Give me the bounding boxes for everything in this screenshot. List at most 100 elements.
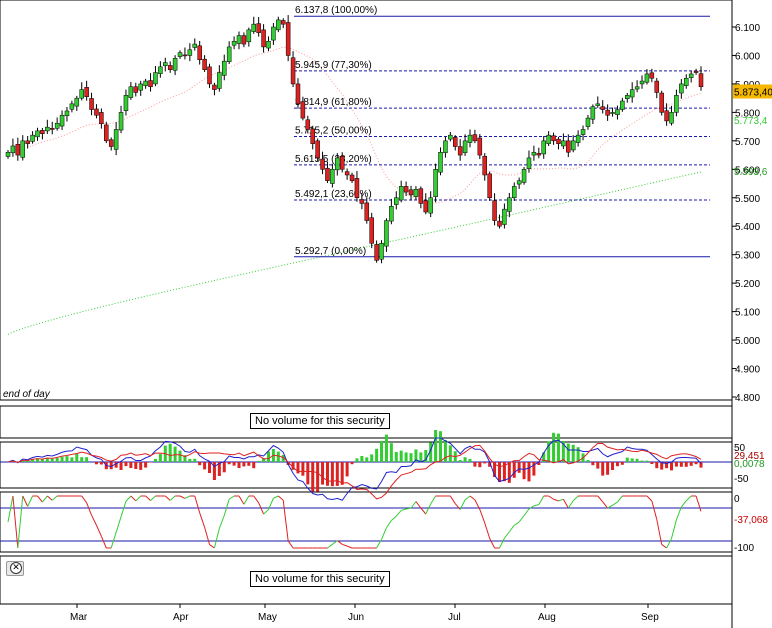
candle-body [600, 106, 605, 110]
macd-histogram-bar [586, 460, 590, 462]
candle-body [148, 80, 153, 88]
osc-line-segment [169, 495, 176, 501]
osc-line-segment [342, 543, 348, 547]
osc-line-segment [489, 538, 496, 549]
macd-histogram-bar [571, 444, 575, 462]
candle-body [654, 80, 660, 93]
candle-body [45, 126, 50, 132]
macd-histogram-bar [468, 459, 472, 462]
osc-line-segment [518, 515, 525, 523]
macd-histogram-bar [50, 458, 54, 462]
osc-line-segment [410, 501, 417, 509]
osc-line-segment [406, 507, 412, 510]
candle-body [585, 117, 591, 127]
osc-line-segment [91, 514, 97, 526]
osc-line-segment [612, 501, 618, 506]
osc-line-segment [27, 495, 34, 507]
macd-histogram-bar [606, 462, 610, 475]
macd-histogram-bar [443, 440, 447, 462]
candle-body [408, 189, 414, 196]
macd-histogram-bar [591, 462, 595, 466]
candle-body [222, 60, 227, 76]
candle-body [698, 73, 704, 88]
osc-line-segment [282, 500, 289, 541]
osc-line-segment [223, 499, 230, 516]
candle-body [143, 80, 148, 86]
macd-histogram-bar [149, 462, 153, 463]
osc-line-segment [150, 495, 156, 501]
macd-histogram-bar [552, 432, 556, 462]
candle-body [153, 72, 158, 85]
x-tick-label: May [258, 612, 277, 623]
osc-line-segment [401, 508, 407, 511]
macd-histogram-bar [208, 462, 212, 473]
candle-body [443, 140, 448, 154]
candle-body [384, 220, 389, 247]
osc-line-segment [218, 515, 225, 529]
candle-body [79, 89, 84, 99]
macd-histogram-bar [389, 443, 393, 462]
x-tick-label: Apr [173, 612, 189, 623]
candle-body [467, 134, 473, 143]
osc-line-segment [86, 502, 93, 516]
candle-body [113, 129, 119, 150]
macd-histogram-bar [507, 462, 511, 483]
osc-line-segment [597, 495, 604, 503]
macd-histogram-bar [266, 451, 270, 462]
macd-histogram-bar [94, 462, 98, 465]
macd-histogram-bar [399, 450, 403, 462]
close-circle-icon: ✕ [10, 562, 22, 574]
osc-line-segment [479, 509, 486, 524]
macd-histogram-bar [660, 462, 664, 470]
x-tick-label: Jun [348, 612, 364, 623]
candle-body [231, 40, 237, 46]
osc-line-segment [209, 544, 215, 549]
candle-body [84, 87, 89, 97]
candle-body [669, 112, 674, 124]
macd-histogram-bar [335, 462, 339, 486]
candle-body [197, 45, 202, 60]
osc-line-segment [474, 499, 481, 510]
osc-line-segment [671, 519, 677, 539]
osc-line-segment [558, 498, 564, 502]
macd-histogram-bar [325, 462, 329, 486]
candle-body [477, 137, 483, 156]
osc-line-segment [376, 539, 382, 549]
candle-body [212, 84, 217, 90]
last-price-badge [733, 84, 772, 99]
osc-line-segment [100, 536, 107, 549]
candle-body [693, 70, 699, 73]
candle-body [177, 52, 183, 57]
osc-line-segment [513, 521, 520, 526]
osc-line-segment [572, 495, 579, 502]
candle-body [516, 180, 522, 185]
macd-histogram-bar [80, 457, 84, 462]
macd-histogram-bar [537, 462, 541, 465]
candle-body [335, 157, 340, 171]
oscillator-panel-frame [0, 491, 733, 553]
candle-body [271, 26, 276, 41]
osc-tick-label: 0 [734, 494, 740, 505]
candle-body [315, 140, 320, 159]
candle-body [349, 174, 355, 181]
osc-line-segment [263, 509, 269, 515]
osc-line-segment [258, 502, 265, 515]
macd-histogram-bar [365, 457, 369, 462]
osc-line-segment [695, 495, 702, 512]
macd-histogram-bar [448, 445, 452, 462]
candle-body [266, 40, 271, 49]
osc-line-segment [238, 495, 245, 505]
candle-body [556, 138, 561, 144]
y-tick-label: 5.200 [735, 279, 760, 290]
macd-histogram-bar [247, 462, 251, 466]
close-panel-button[interactable]: ✕ [6, 561, 24, 576]
candle-body [182, 54, 188, 57]
candle-body [566, 140, 571, 153]
osc-line-segment [243, 495, 250, 505]
osc-line-segment [395, 510, 402, 517]
candle-body [74, 97, 80, 107]
fib-level-label: 5.492,1 (23,60%) [295, 189, 372, 200]
macd-histogram-bar [316, 462, 320, 492]
macd-histogram-bar [55, 457, 59, 462]
